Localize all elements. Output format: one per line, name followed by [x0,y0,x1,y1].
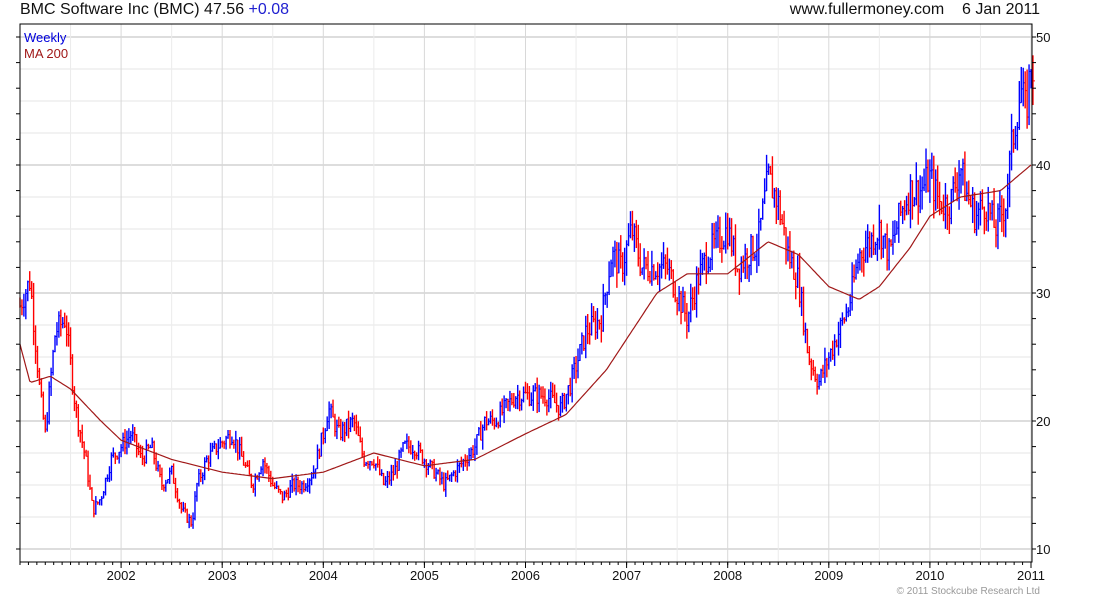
security-name: BMC Software Inc (BMC) [20,1,200,18]
x-tick-label: 2005 [410,568,439,583]
x-tick-label: 2002 [107,568,136,583]
header-right: www.fullermoney.com 6 Jan 2011 [790,1,1040,19]
chart-title: BMC Software Inc (BMC) 47.56 +0.08 [20,1,289,19]
ma-200-line [19,164,1032,480]
legend-ma-200: MA 200 [24,46,68,61]
y-tick-label: 40 [1036,158,1050,173]
last-price: 47.56 [204,1,245,18]
site-link[interactable]: www.fullermoney.com [789,1,945,18]
legend-weekly: Weekly [24,30,67,45]
x-tick-label: 2007 [612,568,641,583]
price-change: +0.08 [248,1,290,18]
chart-date: 6 Jan 2011 [962,1,1040,18]
x-tick-label: 2003 [208,568,237,583]
y-tick-label: 30 [1036,286,1050,301]
x-tick-label: 2004 [309,568,338,583]
x-tick-label: 2011 [1017,568,1045,583]
weekly-bars [19,55,1035,529]
axes: 10 20 30 40 50 2002 2003 2004 2005 2006 2007 2008 20… [16,30,1050,583]
grid [20,24,1032,562]
x-tick-label: 2010 [915,568,944,583]
x-tick-label: 2008 [713,568,742,583]
y-tick-label: 20 [1036,414,1050,429]
x-tick-label: 2006 [511,568,540,583]
copyright: © 2011 Stockcube Research Ltd [896,586,1040,597]
x-tick-label: 2009 [814,568,843,583]
y-tick-label: 10 [1036,542,1050,557]
y-tick-label: 50 [1036,30,1050,45]
